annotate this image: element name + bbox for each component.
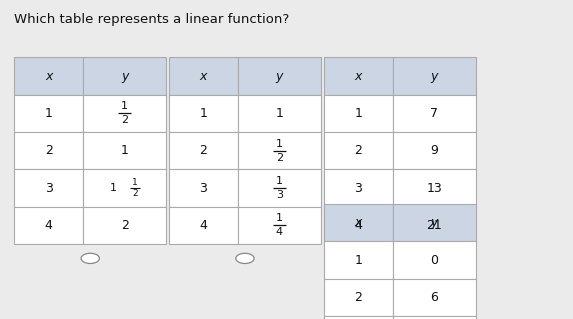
Bar xyxy=(83,57,166,95)
Text: Which table represents a linear function?​: Which table represents a linear function… xyxy=(14,13,289,26)
Bar xyxy=(169,95,238,132)
Text: 4: 4 xyxy=(199,219,207,232)
Bar xyxy=(393,241,476,279)
Circle shape xyxy=(81,253,100,263)
Text: 1: 1 xyxy=(276,107,283,120)
Bar xyxy=(393,207,476,244)
Text: 1: 1 xyxy=(276,213,283,223)
Text: 3: 3 xyxy=(45,182,53,195)
Text: 1: 1 xyxy=(45,107,53,120)
Text: 1: 1 xyxy=(109,183,117,193)
Text: 4: 4 xyxy=(354,219,362,232)
Text: 0: 0 xyxy=(430,254,438,267)
Text: 6: 6 xyxy=(430,291,438,304)
Text: 4: 4 xyxy=(45,219,53,232)
Text: 1: 1 xyxy=(199,107,207,120)
Bar xyxy=(169,169,238,207)
Text: 4: 4 xyxy=(276,227,283,237)
Text: y: y xyxy=(121,70,128,83)
Text: 1: 1 xyxy=(354,107,362,120)
Bar xyxy=(238,95,321,132)
Bar xyxy=(14,57,83,95)
Text: 1: 1 xyxy=(276,139,283,149)
Text: 1: 1 xyxy=(132,178,138,187)
Text: 3: 3 xyxy=(199,182,207,195)
Bar xyxy=(238,132,321,169)
Text: x: x xyxy=(45,70,52,83)
Bar xyxy=(393,57,476,95)
Bar xyxy=(324,241,393,279)
Circle shape xyxy=(236,253,254,263)
Text: 3: 3 xyxy=(354,182,362,195)
Text: 2: 2 xyxy=(121,219,128,232)
Text: x: x xyxy=(200,70,207,83)
Bar xyxy=(14,95,83,132)
Text: 2: 2 xyxy=(276,153,283,163)
Circle shape xyxy=(390,253,409,263)
Bar xyxy=(393,316,476,319)
Text: 2: 2 xyxy=(354,144,362,157)
Text: 2: 2 xyxy=(45,144,53,157)
Bar xyxy=(324,316,393,319)
Bar xyxy=(324,95,393,132)
Text: 2: 2 xyxy=(132,189,138,198)
Bar xyxy=(14,169,83,207)
Text: 1: 1 xyxy=(276,176,283,186)
Bar xyxy=(169,132,238,169)
Bar xyxy=(238,57,321,95)
Bar xyxy=(393,204,476,241)
Bar xyxy=(393,132,476,169)
Text: 1: 1 xyxy=(354,254,362,267)
Bar xyxy=(393,169,476,207)
Bar xyxy=(324,132,393,169)
Bar xyxy=(14,207,83,244)
Bar xyxy=(14,132,83,169)
Text: 9: 9 xyxy=(430,144,438,157)
Text: 2: 2 xyxy=(354,291,362,304)
Bar xyxy=(324,57,393,95)
Text: 1: 1 xyxy=(121,144,128,157)
Text: x: x xyxy=(355,70,362,83)
Bar xyxy=(324,207,393,244)
Text: 13: 13 xyxy=(426,182,442,195)
Text: y: y xyxy=(430,216,438,229)
Bar xyxy=(83,169,166,207)
Bar xyxy=(324,169,393,207)
Text: 2: 2 xyxy=(199,144,207,157)
Text: 2: 2 xyxy=(121,115,128,125)
Text: y: y xyxy=(276,70,283,83)
Text: 7: 7 xyxy=(430,107,438,120)
Bar xyxy=(238,207,321,244)
Text: 3: 3 xyxy=(276,190,283,200)
Text: 1: 1 xyxy=(121,101,128,111)
Text: 21: 21 xyxy=(426,219,442,232)
Bar xyxy=(324,204,393,241)
Bar xyxy=(238,169,321,207)
Text: y: y xyxy=(430,70,438,83)
Bar xyxy=(83,132,166,169)
Bar xyxy=(393,95,476,132)
Bar xyxy=(393,279,476,316)
Bar xyxy=(324,279,393,316)
Bar xyxy=(169,207,238,244)
Bar xyxy=(83,207,166,244)
Text: x: x xyxy=(355,216,362,229)
Bar xyxy=(169,57,238,95)
Bar xyxy=(83,95,166,132)
